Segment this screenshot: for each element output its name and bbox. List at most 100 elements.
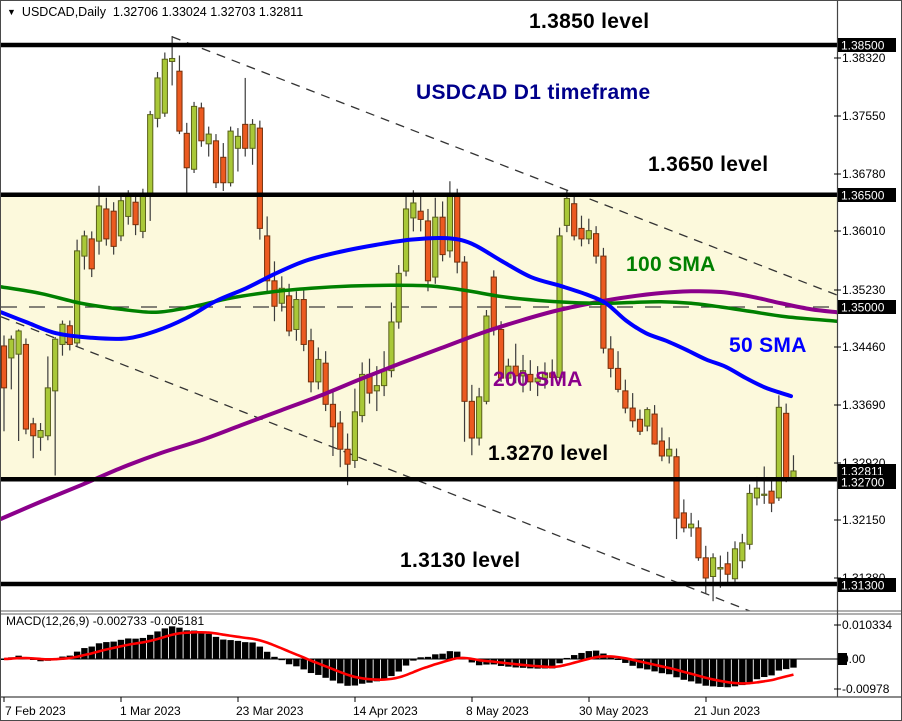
macd-axis[interactable]: 0.010334 0.00 -0.00978 bbox=[834, 618, 892, 696]
bearish-candle[interactable] bbox=[454, 194, 461, 263]
bearish-candle[interactable] bbox=[658, 440, 665, 457]
bearish-candle[interactable] bbox=[702, 557, 709, 579]
bullish-candle[interactable] bbox=[519, 370, 527, 377]
bullish-candle[interactable] bbox=[666, 448, 673, 457]
bullish-candle[interactable] bbox=[161, 58, 168, 114]
bearish-candle[interactable] bbox=[439, 216, 446, 256]
bullish-candle[interactable] bbox=[381, 370, 388, 387]
bearish-candle[interactable] bbox=[695, 527, 702, 559]
bearish-candle[interactable] bbox=[768, 490, 775, 504]
bullish-candle[interactable] bbox=[644, 409, 651, 427]
bullish-candle[interactable] bbox=[373, 385, 380, 392]
bearish-candle[interactable] bbox=[132, 201, 139, 226]
bullish-candle[interactable] bbox=[534, 377, 541, 383]
bullish-candle[interactable] bbox=[717, 567, 724, 570]
bullish-candle[interactable] bbox=[410, 202, 417, 219]
bullish-candle[interactable] bbox=[169, 57, 176, 62]
bullish-candle[interactable] bbox=[154, 77, 161, 119]
bearish-candle[interactable] bbox=[307, 340, 315, 383]
bearish-candle[interactable] bbox=[176, 70, 183, 132]
bullish-candle[interactable] bbox=[585, 230, 592, 240]
bullish-candle[interactable] bbox=[359, 373, 366, 417]
bearish-candle[interactable] bbox=[651, 413, 658, 445]
bullish-candle[interactable] bbox=[688, 523, 695, 529]
bullish-candle[interactable] bbox=[139, 193, 146, 232]
bearish-candle[interactable] bbox=[256, 127, 263, 229]
bullish-candle[interactable] bbox=[74, 250, 81, 344]
bearish-candle[interactable] bbox=[30, 423, 37, 437]
bullish-candle[interactable] bbox=[227, 130, 234, 184]
bearish-candle[interactable] bbox=[424, 220, 432, 282]
bearish-candle[interactable] bbox=[724, 563, 731, 575]
bearish-candle[interactable] bbox=[183, 132, 190, 169]
bearish-candle[interactable] bbox=[329, 403, 337, 428]
bearish-candle[interactable] bbox=[636, 418, 644, 432]
bullish-candle[interactable] bbox=[709, 557, 717, 578]
bullish-candle[interactable] bbox=[556, 235, 563, 378]
bearish-candle[interactable] bbox=[527, 373, 534, 383]
bearish-candle[interactable] bbox=[344, 448, 351, 465]
bearish-candle[interactable] bbox=[337, 422, 344, 450]
bearish-candle[interactable] bbox=[622, 390, 629, 409]
bullish-candle[interactable] bbox=[541, 372, 549, 379]
bullish-candle[interactable] bbox=[44, 387, 51, 437]
bullish-candle[interactable] bbox=[293, 299, 300, 330]
bearish-candle[interactable] bbox=[571, 203, 578, 237]
bearish-candle[interactable] bbox=[300, 299, 307, 345]
bullish-candle[interactable] bbox=[746, 492, 753, 545]
bullish-candle[interactable] bbox=[739, 542, 746, 562]
bearish-candle[interactable] bbox=[103, 208, 110, 240]
bullish-candle[interactable] bbox=[731, 548, 739, 580]
price-axis[interactable]: 1.38320 1.37550 1.36780 1.36010 1.35230 1.344… bbox=[834, 38, 896, 593]
bullish-candle[interactable] bbox=[483, 315, 490, 402]
bearish-candle[interactable] bbox=[110, 210, 117, 247]
bearish-candle[interactable] bbox=[549, 372, 556, 378]
bullish-candle[interactable] bbox=[315, 358, 322, 383]
bearish-candle[interactable] bbox=[512, 365, 519, 377]
bullish-candle[interactable] bbox=[125, 195, 132, 217]
bearish-candle[interactable] bbox=[578, 227, 585, 240]
trendline-lower[interactable] bbox=[1, 316, 763, 616]
bearish-candle[interactable] bbox=[614, 367, 622, 390]
bearish-candle[interactable] bbox=[497, 328, 505, 379]
date-axis[interactable]: 7 Feb 2023 1 Mar 2023 23 Mar 2023 14 Apr 20… bbox=[3, 697, 760, 718]
bearish-candle[interactable] bbox=[264, 235, 271, 282]
bullish-candle[interactable] bbox=[249, 123, 256, 149]
bearish-candle[interactable] bbox=[461, 261, 468, 402]
bearish-candle[interactable] bbox=[220, 156, 227, 184]
bearish-candle[interactable] bbox=[198, 107, 205, 142]
bullish-candle[interactable] bbox=[234, 135, 242, 149]
bearish-candle[interactable] bbox=[1, 345, 8, 389]
bearish-candle[interactable] bbox=[322, 362, 329, 405]
bearish-candle[interactable] bbox=[490, 276, 497, 330]
bearish-candle[interactable] bbox=[629, 407, 636, 422]
bearish-candle[interactable] bbox=[468, 400, 475, 439]
bearish-candle[interactable] bbox=[285, 295, 293, 332]
bearish-candle[interactable] bbox=[417, 210, 424, 220]
sma-line-200-sma[interactable] bbox=[1, 289, 837, 521]
bearish-candle[interactable] bbox=[242, 123, 249, 149]
bullish-candle[interactable] bbox=[775, 406, 782, 499]
bearish-candle[interactable] bbox=[680, 512, 687, 529]
bullish-candle[interactable] bbox=[81, 235, 88, 257]
bullish-candle[interactable] bbox=[505, 365, 512, 379]
sma-line-100-sma[interactable] bbox=[1, 283, 837, 323]
trendline-upper[interactable] bbox=[171, 36, 837, 296]
bearish-candle[interactable] bbox=[88, 238, 95, 270]
bullish-candle[interactable] bbox=[117, 200, 125, 237]
bullish-candle[interactable] bbox=[753, 487, 761, 499]
bearish-candle[interactable] bbox=[673, 456, 680, 519]
bullish-candle[interactable] bbox=[8, 338, 15, 359]
bullish-candle[interactable] bbox=[761, 493, 768, 496]
bullish-candle[interactable] bbox=[278, 287, 285, 304]
bullish-candle[interactable] bbox=[205, 133, 212, 145]
bullish-candle[interactable] bbox=[95, 205, 103, 242]
symbol-dropdown-icon[interactable]: ▼ bbox=[7, 7, 16, 17]
bullish-candle[interactable] bbox=[147, 114, 154, 194]
bullish-candle[interactable] bbox=[37, 430, 44, 438]
bullish-candle[interactable] bbox=[15, 330, 22, 355]
bullish-candle[interactable] bbox=[388, 321, 395, 372]
bullish-candle[interactable] bbox=[52, 338, 59, 392]
bearish-candle[interactable] bbox=[22, 343, 30, 430]
